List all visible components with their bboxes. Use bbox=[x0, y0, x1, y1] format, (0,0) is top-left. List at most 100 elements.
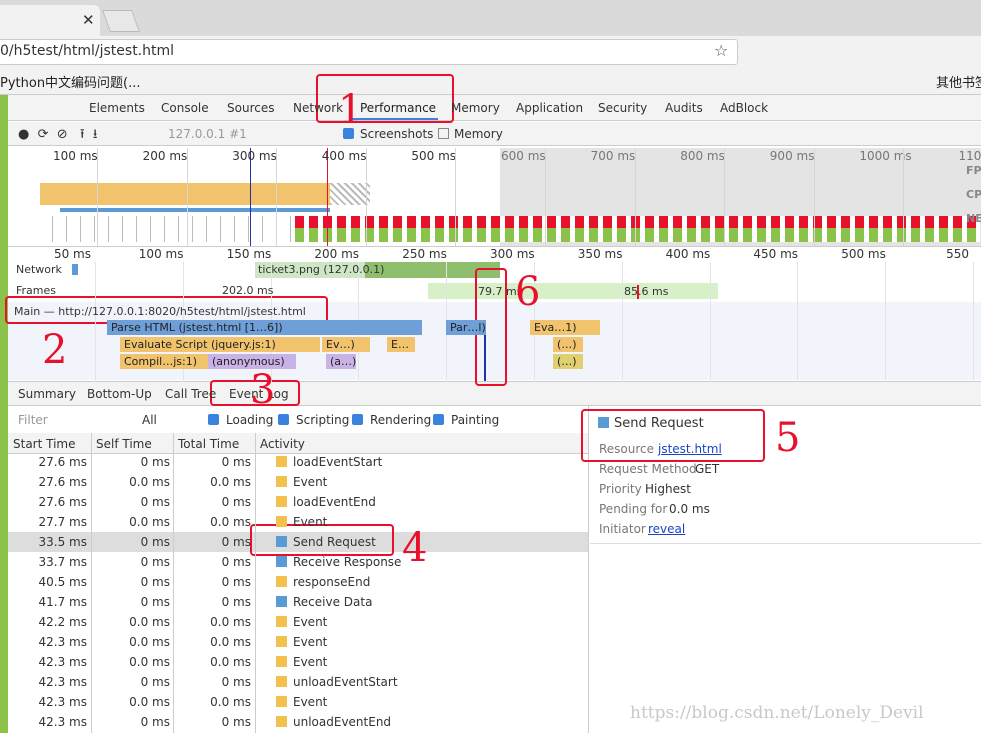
marker bbox=[484, 320, 486, 382]
cell: 0 ms bbox=[140, 555, 170, 569]
flame-block[interactable]: (…) bbox=[553, 337, 583, 352]
column-header[interactable]: Total Time bbox=[178, 437, 240, 451]
cell: 27.6 ms bbox=[38, 495, 87, 509]
net-req bbox=[72, 264, 78, 275]
checkbox[interactable] bbox=[352, 414, 363, 425]
cell: 40.5 ms bbox=[38, 575, 87, 589]
cell: 27.6 ms bbox=[38, 455, 87, 469]
activity[interactable]: unloadEventEnd bbox=[293, 715, 392, 729]
divider bbox=[8, 246, 981, 247]
star[interactable]: ☆ bbox=[714, 41, 729, 60]
check-label[interactable]: Rendering bbox=[370, 413, 432, 427]
devtools-tab[interactable]: Console bbox=[161, 101, 209, 115]
activity[interactable]: Event bbox=[293, 695, 328, 709]
checkbox[interactable] bbox=[438, 128, 449, 139]
devtools-tab[interactable]: Memory bbox=[451, 101, 500, 115]
flame-block[interactable]: (a…) bbox=[326, 354, 356, 369]
activity-swatch bbox=[276, 716, 287, 727]
tick-line bbox=[95, 262, 96, 382]
flame-block[interactable]: Evaluate Script (jquery.js:1) bbox=[120, 337, 320, 352]
selected-row[interactable] bbox=[8, 532, 588, 552]
check-label[interactable]: Loading bbox=[226, 413, 274, 427]
cell: 0 ms bbox=[221, 595, 251, 609]
overview-label: NE bbox=[966, 212, 981, 225]
flame-block[interactable]: E… bbox=[387, 337, 415, 352]
bottom-tab[interactable]: Bottom-Up bbox=[87, 387, 152, 401]
flame-block[interactable]: Compil…js:1) bbox=[120, 354, 208, 369]
divider bbox=[588, 406, 589, 733]
overview-tick-label: 200 ms bbox=[142, 149, 188, 163]
bottom-tab[interactable]: Event Log bbox=[229, 387, 289, 401]
cell: 33.5 ms bbox=[38, 535, 87, 549]
detail-value[interactable]: reveal bbox=[648, 522, 686, 536]
activity[interactable]: loadEventStart bbox=[293, 455, 383, 469]
devtools-tab[interactable]: Network bbox=[293, 101, 344, 115]
check-label[interactable]: Scripting bbox=[296, 413, 350, 427]
column-header[interactable]: Activity bbox=[260, 437, 305, 451]
detail-value: GET bbox=[695, 462, 720, 476]
activity[interactable]: loadEventEnd bbox=[293, 495, 376, 509]
detail-value[interactable]: jstest.html bbox=[658, 442, 722, 456]
cpu-idle bbox=[330, 183, 370, 205]
column-header[interactable]: Self Time bbox=[96, 437, 152, 451]
devtools-tab[interactable]: Security bbox=[598, 101, 648, 115]
activity[interactable]: Receive Response bbox=[293, 555, 402, 569]
flame-block[interactable]: (…) bbox=[553, 354, 583, 369]
check-label[interactable]: Painting bbox=[451, 413, 500, 427]
cell: 42.3 ms bbox=[38, 695, 87, 709]
bottom-tab[interactable]: Call Tree bbox=[165, 387, 217, 401]
flame-block[interactable]: Par…l) bbox=[446, 320, 486, 335]
page-edge bbox=[0, 95, 8, 733]
overview-tick-label: 300 ms bbox=[232, 149, 277, 163]
bottom-tab[interactable]: Summary bbox=[18, 387, 76, 401]
devtools-tab[interactable]: AdBlock bbox=[720, 101, 769, 115]
flame-block[interactable]: Eva…1) bbox=[530, 320, 600, 335]
detail-key: Request Method bbox=[599, 462, 697, 476]
address-bar[interactable] bbox=[0, 39, 738, 65]
cell: 42.3 ms bbox=[38, 655, 87, 669]
detail-key: Pending for bbox=[599, 502, 668, 516]
target[interactable]: 127.0.0.1 #1 bbox=[168, 127, 247, 141]
flame-tick-label: 300 ms bbox=[490, 247, 535, 261]
column-header[interactable]: Start Time bbox=[13, 437, 76, 451]
checkbox[interactable] bbox=[278, 414, 289, 425]
annotation: 4 bbox=[402, 525, 428, 571]
checkbox[interactable] bbox=[343, 128, 354, 139]
flame-block[interactable]: Parse HTML (jstest.html [1…6]) bbox=[107, 320, 422, 335]
devtools-tab[interactable]: Application bbox=[516, 101, 584, 115]
cell: 42.2 ms bbox=[38, 615, 87, 629]
activity[interactable]: Event bbox=[293, 615, 328, 629]
devtools-tab[interactable]: Performance bbox=[360, 101, 437, 115]
devtools-tab[interactable]: Sources bbox=[227, 101, 275, 115]
activity[interactable]: Event bbox=[293, 475, 328, 489]
level-select[interactable]: All bbox=[142, 413, 157, 427]
activity[interactable]: responseEnd bbox=[293, 575, 371, 589]
cell: 0 ms bbox=[140, 595, 170, 609]
filter-input[interactable] bbox=[13, 411, 133, 429]
devtools-tab[interactable]: Audits bbox=[665, 101, 703, 115]
marker bbox=[637, 285, 639, 299]
activity-swatch bbox=[276, 496, 287, 507]
flame-tick-label: 250 ms bbox=[402, 247, 447, 261]
bookmark-folder[interactable]: 其他书签 bbox=[936, 76, 981, 91]
browser-tab[interactable]: ✕ bbox=[0, 5, 100, 36]
memory-label[interactable]: Memory bbox=[454, 127, 503, 141]
bookmark[interactable]: Python中文编码问题(... bbox=[0, 76, 141, 91]
checkbox[interactable] bbox=[433, 414, 444, 425]
activity[interactable]: Event bbox=[293, 655, 328, 669]
cell: 0 ms bbox=[221, 715, 251, 729]
activity[interactable]: Event bbox=[293, 635, 328, 649]
cell: 0.0 ms bbox=[210, 655, 251, 669]
overview-label: CP bbox=[966, 188, 981, 201]
activity[interactable]: unloadEventStart bbox=[293, 675, 398, 689]
activity[interactable]: Send Request bbox=[293, 535, 376, 549]
flame-block[interactable]: (anonymous) bbox=[208, 354, 296, 369]
annotation: 6 bbox=[515, 269, 541, 315]
net-bar bbox=[60, 208, 330, 212]
activity[interactable]: Event bbox=[293, 515, 328, 529]
screenshots-label[interactable]: Screenshots bbox=[360, 127, 434, 141]
flame-block[interactable]: Ev…) bbox=[322, 337, 370, 352]
devtools-tab[interactable]: Elements bbox=[89, 101, 145, 115]
checkbox[interactable] bbox=[208, 414, 219, 425]
activity[interactable]: Receive Data bbox=[293, 595, 373, 609]
